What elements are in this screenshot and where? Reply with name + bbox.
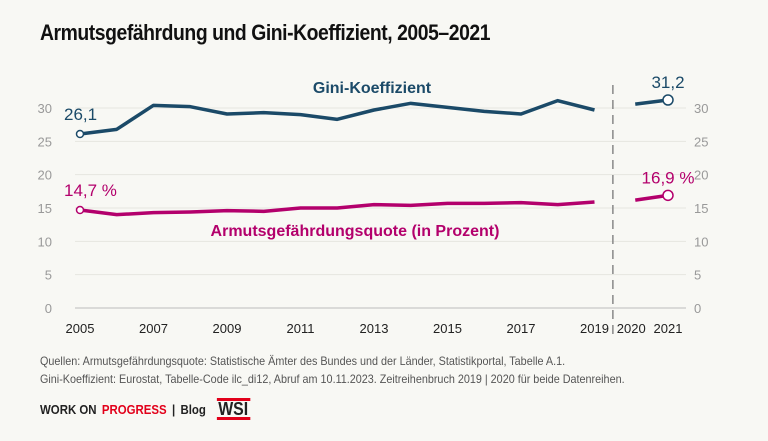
x-tick-label: 2005 (66, 321, 95, 336)
wsi-logo: WSI (216, 398, 250, 420)
brand-progress: PROGRESS (101, 401, 167, 417)
end-value-label: 31,2 (651, 73, 684, 92)
series-label-gini: Gini-Koeffizient (313, 80, 432, 97)
brand-separator: | (171, 401, 176, 417)
y-tick-label-left: 10 (38, 234, 52, 249)
data-point (75, 129, 85, 139)
y-tick-label-left: 5 (45, 268, 52, 283)
y-tick-label-left: 25 (38, 134, 52, 149)
x-tick-label: 2007 (139, 321, 168, 336)
x-tick-label: 2017 (507, 321, 536, 336)
y-tick-label-right: 30 (694, 101, 708, 116)
y-tick-label-right: 25 (694, 134, 708, 149)
data-point (662, 94, 674, 106)
start-value-label: 14,7 % (64, 181, 117, 200)
brand-work-on: WORK ON (40, 401, 97, 417)
y-tick-label-left: 0 (45, 301, 52, 316)
x-tick-label: 2020 (617, 321, 646, 336)
y-tick-label-right: 5 (694, 268, 701, 283)
series-line-0 (79, 98, 595, 136)
y-tick-label-left: 30 (38, 101, 52, 116)
x-tick-label: 2013 (360, 321, 389, 336)
chart-title: Armutsgefährdung und Gini-Koeffizient, 2… (40, 20, 491, 45)
brand-blog: Blog (180, 401, 206, 417)
source-line-2: Gini-Koeffizient: Eurostat, Tabelle-Code… (40, 372, 625, 386)
x-tick-label: 2011 (287, 321, 315, 336)
x-tick-label: 2021 (654, 321, 683, 336)
data-point (662, 189, 674, 202)
y-tick-label-right: 0 (694, 301, 701, 316)
y-tick-label-left: 20 (38, 168, 52, 183)
y-tick-label-right: 20 (694, 168, 708, 183)
y-tick-label-right: 15 (694, 201, 708, 216)
footer-brand: WORK ON PROGRESS | Blog WSI (40, 398, 250, 420)
data-point (75, 205, 85, 215)
x-tick-label: 2019 (580, 321, 609, 336)
x-tick-label: 2009 (213, 321, 242, 336)
series-line-1 (79, 200, 595, 217)
y-tick-label-right: 10 (694, 234, 708, 249)
source-line-1: Quellen: Armutsgefährdungsquote: Statist… (40, 354, 566, 368)
x-tick-label: 2015 (433, 321, 462, 336)
start-value-label: 26,1 (64, 105, 97, 124)
series-label-armut: Armutsgefährdungsquote (in Prozent) (211, 223, 500, 240)
y-tick-label-left: 15 (38, 201, 52, 216)
end-value-label: 16,9 % (642, 168, 695, 187)
